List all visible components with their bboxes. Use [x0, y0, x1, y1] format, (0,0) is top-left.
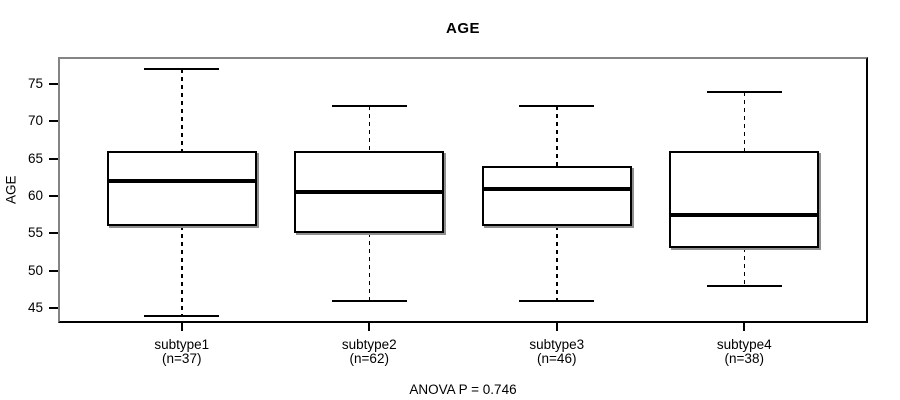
max-whisker-cap [706, 90, 782, 93]
category-n-count: (n=38) [724, 351, 764, 366]
anova-p-value: ANOVA P = 0.746 [409, 382, 517, 397]
category-n-count: (n=46) [537, 351, 577, 366]
y-axis-tick-label: 75 [27, 76, 43, 92]
category-label: subtype1 (n=37) [112, 338, 252, 366]
y-axis-tick [49, 157, 58, 160]
y-axis-tick [49, 120, 58, 123]
median-line [106, 179, 257, 184]
max-whisker-cap [331, 105, 407, 108]
category-n-count: (n=62) [349, 351, 389, 366]
lower-whisker [743, 248, 745, 286]
y-axis-tick-label: 70 [27, 113, 43, 129]
y-axis-tick [49, 307, 58, 310]
y-axis-tick [49, 195, 58, 198]
category-name: subtype4 [716, 337, 772, 352]
category-name: subtype1 [154, 337, 210, 352]
upper-whisker [368, 106, 370, 152]
x-axis-tick [743, 323, 746, 331]
y-axis-tick-label: 45 [27, 300, 43, 316]
category-n-count: (n=37) [162, 351, 202, 366]
x-axis-tick [180, 323, 183, 331]
category-label: subtype3 (n=46) [487, 338, 627, 366]
max-whisker-cap [519, 105, 595, 108]
x-axis-tick [555, 323, 558, 331]
max-whisker-cap [144, 68, 220, 71]
min-whisker-cap [144, 314, 220, 317]
median-line [294, 190, 445, 195]
y-axis-tick [49, 269, 58, 272]
min-whisker-cap [331, 299, 407, 302]
plot-area: 45 50 55 60 65 70 75 subtype1 (n=37) subtype2 (n=6… [28, 57, 868, 366]
upper-whisker [556, 106, 558, 167]
category-label: subtype2 (n=62) [299, 338, 439, 366]
min-whisker-cap [706, 284, 782, 287]
iqr-box [481, 166, 632, 226]
lower-whisker [556, 225, 558, 301]
y-axis-tick [49, 232, 58, 235]
category-label: subtype4 (n=38) [674, 338, 814, 366]
iqr-box [106, 151, 257, 226]
y-axis-tick-label: 60 [27, 188, 43, 204]
x-axis-tick [368, 323, 371, 331]
median-line [669, 212, 820, 217]
category-name: subtype2 [341, 337, 397, 352]
upper-whisker [181, 69, 183, 152]
chart-title: AGE [445, 20, 480, 37]
lower-whisker [181, 225, 183, 316]
iqr-box [669, 151, 820, 249]
category-name: subtype3 [529, 337, 585, 352]
y-axis-tick-label: 65 [27, 150, 43, 166]
y-axis-tick-label: 50 [27, 262, 43, 278]
median-line [481, 186, 632, 191]
upper-whisker [743, 91, 745, 152]
y-axis-tick-label: 55 [27, 225, 43, 241]
min-whisker-cap [519, 299, 595, 302]
y-axis-tick [49, 83, 58, 86]
lower-whisker [368, 233, 370, 301]
